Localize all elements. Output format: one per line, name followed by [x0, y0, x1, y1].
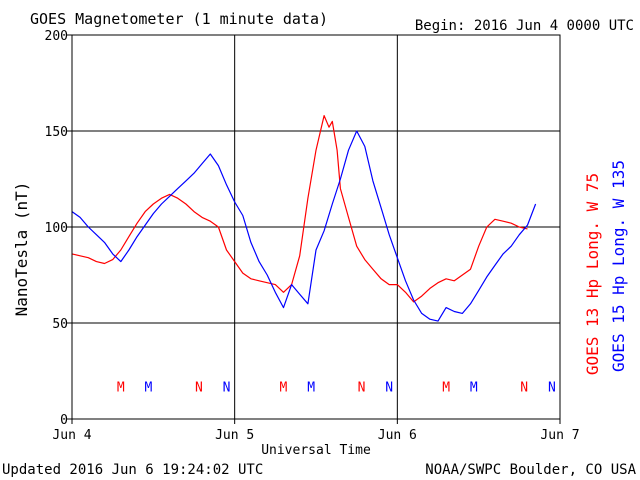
- legend-goes13: GOES 13 Hp Long. W 75: [583, 173, 602, 375]
- updated-timestamp: Updated 2016 Jun 6 19:24:02 UTC: [2, 462, 263, 478]
- noon-marker: N: [385, 380, 393, 395]
- noon-marker: N: [358, 380, 366, 395]
- series-line-goes15: [71, 130, 537, 322]
- x-tick-label: Jun 4: [52, 428, 91, 443]
- noon-marker: N: [548, 380, 556, 395]
- y-tick-label: 50: [52, 317, 68, 332]
- x-axis-title: Universal Time: [261, 443, 371, 458]
- chart-title: GOES Magnetometer (1 minute data): [30, 10, 328, 28]
- legend-goes15: GOES 15 Hp Long. W 135: [609, 160, 628, 372]
- y-axis-title: NanoTesla (nT): [12, 182, 31, 317]
- y-axis-ticks: 0 50 100 150 200: [45, 29, 72, 428]
- noon-marker: N: [195, 380, 203, 395]
- begin-label: Begin: 2016 Jun 4 0000 UTC: [415, 18, 634, 34]
- midnight-marker: M: [307, 380, 315, 395]
- grid-lines: [72, 35, 560, 419]
- y-tick-label: 100: [45, 221, 68, 236]
- y-tick-label: 200: [45, 29, 68, 44]
- midnight-marker: M: [117, 380, 125, 395]
- midnight-marker: M: [442, 380, 450, 395]
- y-tick-label: 0: [60, 413, 68, 428]
- credit-label: NOAA/SWPC Boulder, CO USA: [425, 462, 636, 478]
- midnight-marker: M: [145, 380, 153, 395]
- y-tick-label: 150: [45, 125, 68, 140]
- noon-marker: N: [520, 380, 528, 395]
- x-tick-label: Jun 5: [215, 428, 254, 443]
- noon-marker: N: [223, 380, 231, 395]
- series-line-goes13: [71, 114, 528, 303]
- x-axis-ticks: Jun 4 Jun 5 Jun 6 Jun 7: [52, 419, 580, 443]
- midnight-marker: M: [280, 380, 288, 395]
- x-tick-label: Jun 7: [540, 428, 579, 443]
- x-tick-label: Jun 6: [378, 428, 417, 443]
- midnight-marker: M: [470, 380, 478, 395]
- series-layer: [71, 114, 537, 322]
